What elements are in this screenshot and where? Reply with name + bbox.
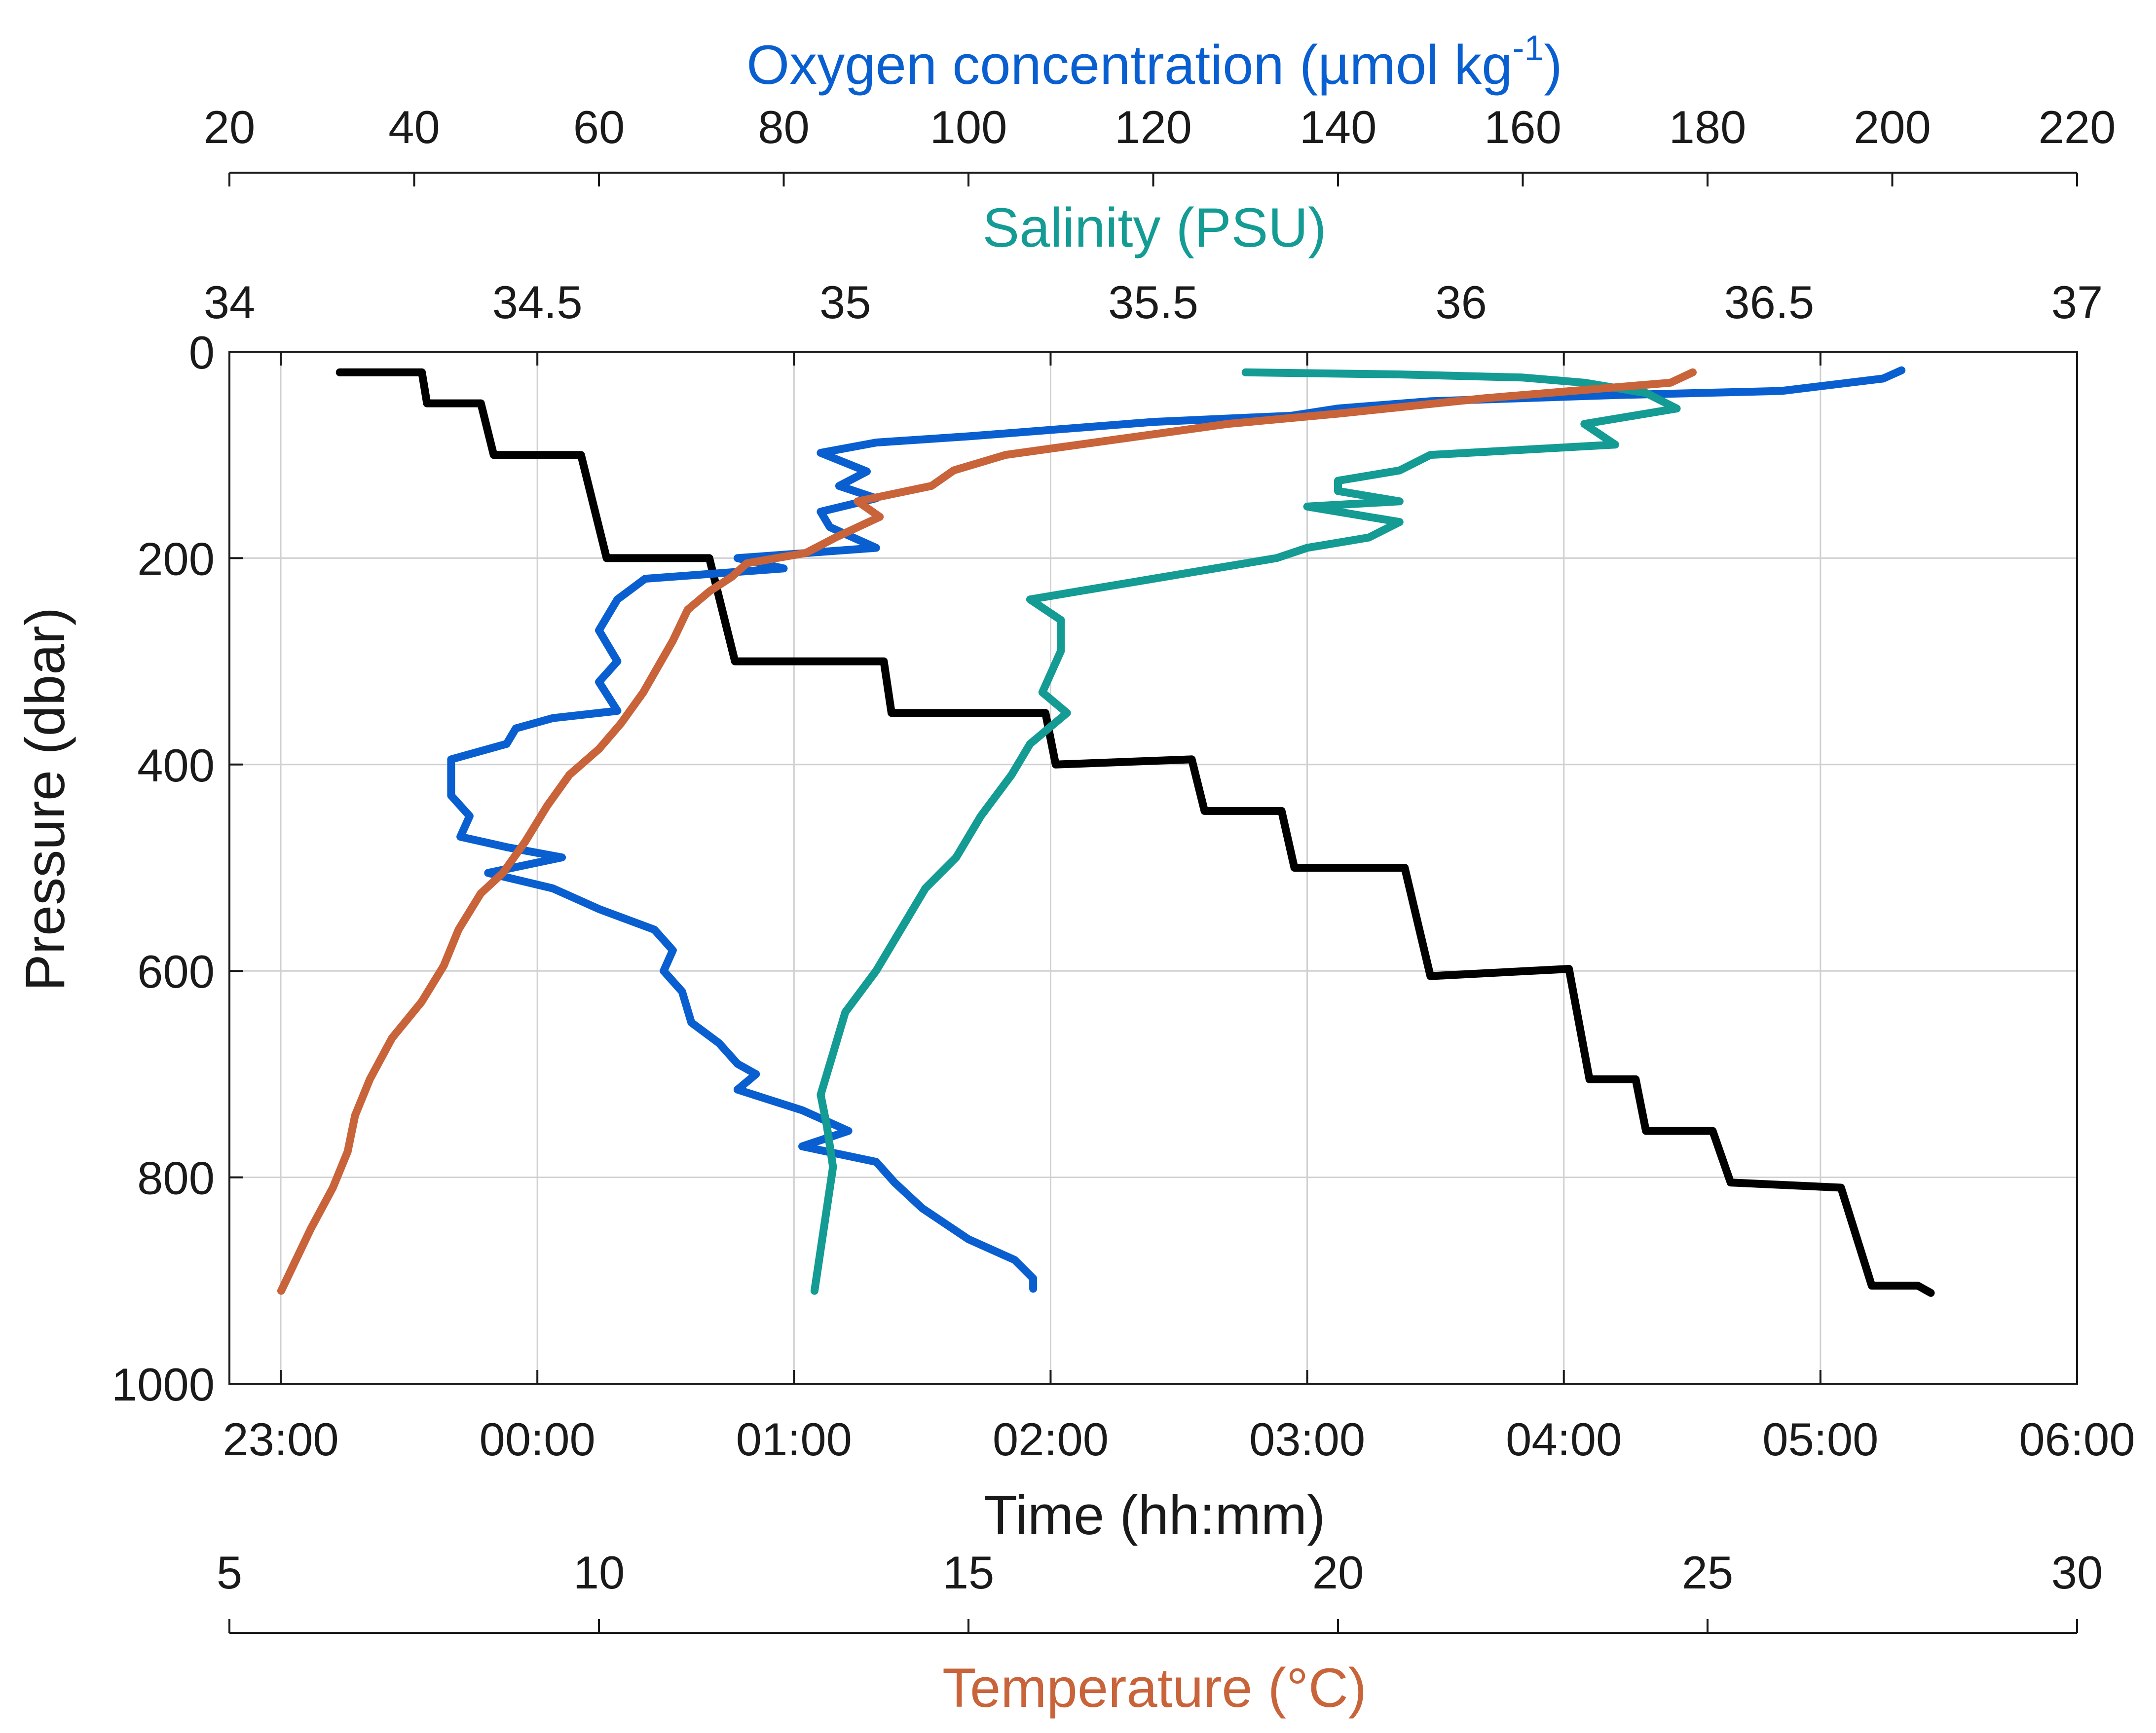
oxygen-tick-label: 60 (573, 101, 625, 153)
pressure-tick-label: 1000 (112, 1359, 215, 1410)
time-tick-label: 02:00 (993, 1413, 1109, 1465)
series-line-temperature (277, 368, 1697, 1295)
pressure-axis-title: Pressure (dbar) (14, 607, 76, 991)
time-tick-label: 03:00 (1249, 1413, 1365, 1465)
oxygen-tick-label: 140 (1300, 101, 1377, 153)
time-tick-label: 05:00 (1762, 1413, 1878, 1465)
oxygen-tick-label: 100 (930, 101, 1007, 153)
temperature-axis-title: Temperature (°C) (942, 1657, 1367, 1719)
oxygen-tick-label: 200 (1854, 101, 1931, 153)
oxygen-axis-title: Oxygen concentration (µmol kg-1) (746, 29, 1562, 96)
temperature-tick-label: 25 (1682, 1547, 1734, 1598)
series-line-oxygen (447, 366, 1906, 1293)
time-tick-label: 06:00 (2019, 1413, 2135, 1465)
pressure-tick-label: 600 (137, 946, 215, 997)
pressure-tick-label: 200 (137, 533, 215, 585)
salinity-tick-label: 36 (1435, 276, 1487, 328)
pressure-tick-label: 0 (189, 327, 215, 378)
time-tick-label: 23:00 (223, 1413, 338, 1465)
salinity-tick-label: 37 (2051, 276, 2103, 328)
oxygen-tick-label: 160 (1484, 101, 1561, 153)
temperature-tick-label: 20 (1312, 1547, 1364, 1598)
temperature-tick-label: 10 (573, 1547, 625, 1598)
salinity-tick-label: 35.5 (1108, 276, 1198, 328)
oxygen-tick-label: 40 (388, 101, 440, 153)
oxygen-tick-label: 80 (758, 101, 810, 153)
oxygen-tick-label: 220 (2039, 101, 2116, 153)
salinity-tick-label: 36.5 (1724, 276, 1814, 328)
oxygen-axis-title-superscript: -1 (1513, 29, 1544, 68)
time-tick-label: 01:00 (736, 1413, 852, 1465)
time-tick-label: 00:00 (480, 1413, 595, 1465)
pressure-tick-label: 400 (137, 739, 215, 791)
series-layer (277, 366, 1935, 1297)
pressure-tick-label: 800 (137, 1152, 215, 1204)
time-axis-title: Time (hh:mm) (984, 1484, 1326, 1546)
time-tick-label: 04:00 (1506, 1413, 1622, 1465)
oxygen-tick-label: 20 (204, 101, 256, 153)
temperature-tick-label: 15 (943, 1547, 995, 1598)
temperature-tick-label: 5 (217, 1547, 242, 1598)
series-line-salinity (810, 368, 1681, 1295)
oxygen-axis-title-close: ) (1544, 34, 1562, 96)
temperature-tick-label: 30 (2051, 1547, 2103, 1598)
salinity-axis-title: Salinity (PSU) (982, 197, 1326, 258)
salinity-tick-label: 34.5 (492, 276, 583, 328)
series-line-time (335, 368, 1935, 1297)
salinity-tick-label: 34 (204, 276, 256, 328)
salinity-tick-label: 35 (819, 276, 871, 328)
oxygen-tick-label: 180 (1669, 101, 1747, 153)
oxygen-tick-label: 120 (1115, 101, 1192, 153)
plot-frame (228, 351, 2078, 1385)
